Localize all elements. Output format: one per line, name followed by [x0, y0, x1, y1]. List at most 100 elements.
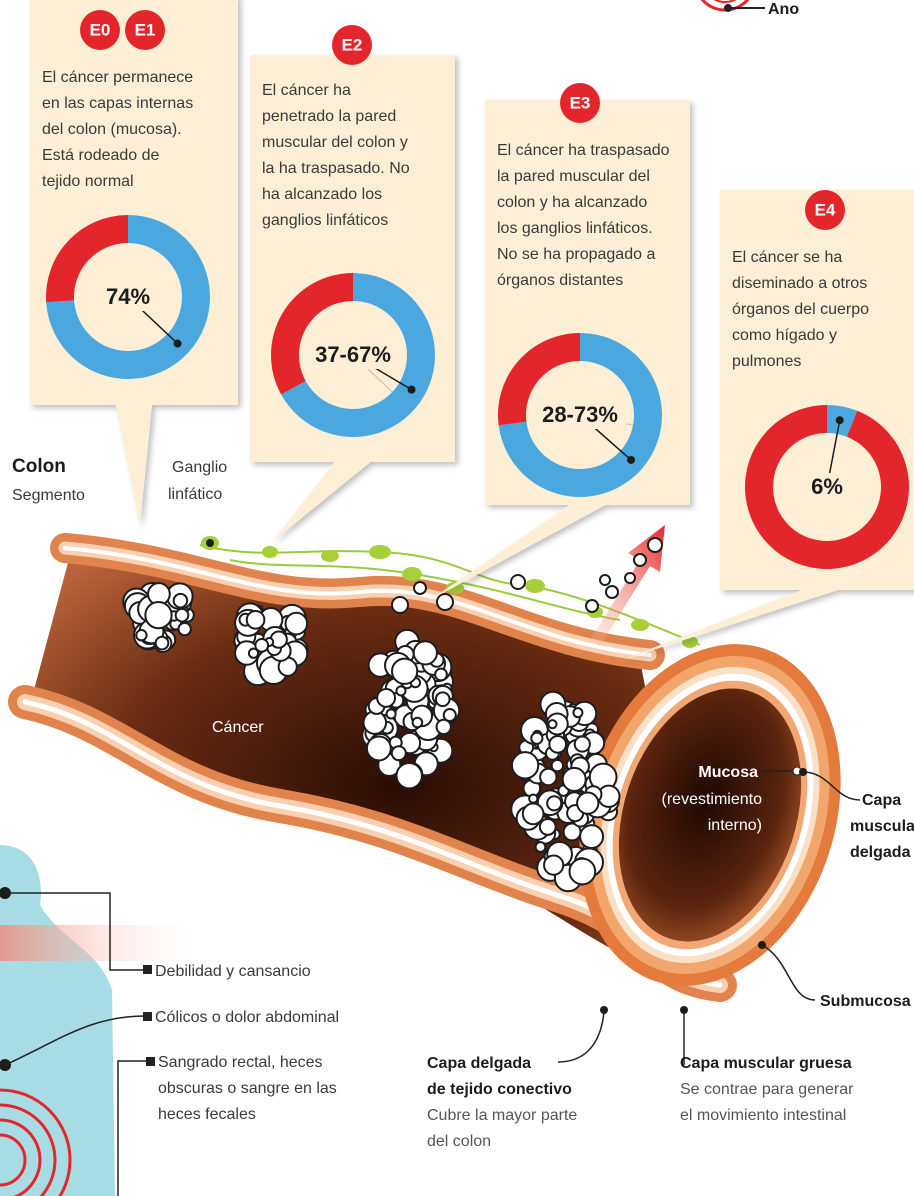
thick-muscle-title: Capa muscular gruesa	[680, 1055, 852, 1072]
symptom-text: Sangrado rectal, heces	[158, 1054, 323, 1071]
donut-label: 74%	[106, 284, 150, 309]
connective-text: del colon	[427, 1133, 491, 1150]
colon-title: Colon	[12, 456, 66, 477]
cancer-cell	[563, 768, 586, 791]
colon-subtitle: Segmento	[12, 487, 85, 504]
donut-pointer-dot	[627, 456, 635, 464]
stage-text: como hígado y	[732, 327, 837, 344]
spreading-cell	[586, 600, 598, 612]
symptom-text: heces fecales	[158, 1106, 256, 1123]
stage-text: órganos distantes	[497, 272, 623, 289]
thick-muscle-text: el movimiento intestinal	[680, 1107, 846, 1124]
stage-badge-label: E2	[342, 35, 363, 54]
stage-text: la ha traspasado. No	[262, 160, 410, 177]
thin-muscle-label: Capa	[862, 792, 901, 809]
cancer-cell	[156, 637, 169, 650]
stage-text: tejido normal	[42, 173, 134, 190]
symptom-text: Cólicos o dolor abdominal	[155, 1009, 339, 1026]
stage-text: El cáncer se ha	[732, 249, 842, 266]
lymph-label: linfático	[168, 486, 222, 503]
cancer-cell	[577, 792, 598, 813]
cancer-cell	[548, 720, 556, 728]
stage-text: El cáncer permanece	[42, 69, 193, 86]
donut-pointer-dot	[836, 416, 844, 424]
mucosa-text: (revestimiento	[662, 791, 763, 808]
stage-text: pulmones	[732, 353, 801, 370]
cancer-cell	[529, 794, 537, 802]
connective-title: Capa delgada	[427, 1055, 531, 1072]
cancer-cell	[392, 659, 417, 684]
cancer-cell	[392, 746, 406, 760]
stage-text: Está rodeado de	[42, 147, 160, 164]
spreading-cell	[625, 573, 635, 583]
thin-muscle-label: delgada	[850, 844, 911, 861]
stage-badge-label: E4	[815, 200, 836, 219]
cancer-cell	[435, 669, 447, 681]
connective-title: de tejido conectivo	[427, 1081, 572, 1098]
stage-text: penetrado la pared	[262, 108, 396, 125]
stage-badge-label: E0	[90, 20, 111, 39]
cancer-cell	[580, 825, 603, 848]
donut-label: 28-73%	[542, 402, 618, 427]
cancer-cell	[178, 623, 190, 635]
stage-text: El cáncer ha	[262, 82, 351, 99]
stage-text: No se ha propagado a	[497, 246, 655, 263]
lymph-label: Ganglio	[172, 459, 227, 476]
cancer-cell	[286, 613, 308, 635]
stage-text: El cáncer ha traspasado	[497, 142, 670, 159]
stage-text: órganos del cuerpo	[732, 301, 869, 318]
cancer-cell	[540, 769, 556, 785]
mucosa-text: interno)	[708, 817, 762, 834]
cancer-cell	[255, 639, 268, 652]
thin-muscle-label: muscular	[850, 818, 914, 835]
stage-text: la pared muscular del	[497, 168, 650, 185]
cancer-cell	[413, 718, 423, 728]
cancer-cell	[444, 709, 456, 721]
connective-text: Cubre la mayor parte	[427, 1107, 577, 1124]
stage-text: del colon (mucosa).	[42, 121, 182, 138]
anus-label: Ano	[768, 1, 799, 18]
stage-text: ganglios linfáticos	[262, 212, 388, 229]
stage-text: diseminado a otros	[732, 275, 867, 292]
cancer-cell	[414, 641, 437, 664]
symptom-text: Debilidad y cansancio	[155, 963, 311, 980]
stage-text: los ganglios linfáticos.	[497, 220, 653, 237]
mucosa-title: Mucosa	[698, 764, 758, 781]
cancer-cell	[569, 859, 595, 885]
cancer-cell	[575, 737, 590, 752]
stage-text: muscular del colon y	[262, 134, 408, 151]
spreading-cell	[600, 575, 610, 585]
cancer-cell	[397, 763, 422, 788]
stage-text: en las capas internas	[42, 95, 193, 112]
cancer-cell	[176, 609, 189, 622]
cancer-cell	[377, 689, 395, 707]
cancer-cell	[136, 630, 146, 640]
page: Ano	[0, 0, 914, 1196]
anus-icon	[695, 0, 765, 12]
stage-text: ha alcanzado los	[262, 186, 382, 203]
cancer-cell	[544, 856, 563, 875]
cancer-cell	[247, 611, 265, 629]
donut-label: 6%	[811, 474, 843, 499]
cancer-cell	[523, 804, 544, 825]
submucosa-label: Submucosa	[820, 993, 911, 1010]
spreading-cell	[606, 586, 618, 598]
stage-badge-label: E3	[570, 93, 591, 112]
stage-badge-label: E1	[135, 20, 156, 39]
cancer-cell	[549, 736, 566, 753]
cancer-cell	[531, 733, 542, 744]
spreading-cell	[511, 575, 525, 589]
symptom-text: obscuras o sangre en las	[158, 1080, 337, 1097]
cancer-cell	[512, 752, 538, 778]
cancer-label: Cáncer	[212, 719, 264, 736]
donut-pointer-dot	[408, 386, 416, 394]
spreading-cell	[648, 538, 662, 552]
spreading-cell	[634, 554, 646, 566]
spreading-cell	[414, 582, 426, 594]
spreading-cell	[437, 594, 453, 610]
cancer-cell	[396, 686, 405, 695]
cancer-cell	[436, 692, 450, 706]
thick-muscle-text: Se contrae para generar	[680, 1081, 854, 1098]
cancer-cell	[540, 819, 556, 835]
cancer-cell	[174, 594, 188, 608]
